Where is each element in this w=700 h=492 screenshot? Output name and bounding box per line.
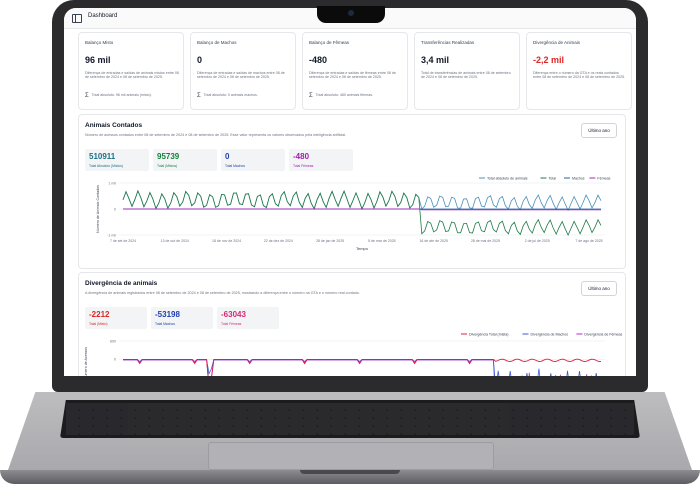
stat-box: -63043 Total Fêmeas (217, 307, 279, 329)
x-tick-label: 22 de dez de 2024 (264, 239, 293, 243)
stat-box: 510911 Total Absoluto (Mistos) (85, 149, 149, 171)
stat-box: 95739 Total (Mistos) (153, 149, 217, 171)
y-axis-label: Número de Animais Contados (96, 185, 100, 233)
kpi-value: 3,4 mil (421, 55, 450, 65)
stat-label: Total Machos (155, 322, 175, 326)
sigma-icon: Σ (309, 93, 313, 99)
sigma-icon: Σ (197, 93, 201, 99)
sigma-icon: Σ (85, 93, 89, 99)
x-tick-label: 28 de jan de 2025 (316, 239, 344, 243)
y-tick-label: 600 (110, 339, 116, 343)
kpi-footer-text: Total absoluto: 96 mil animais (misto). (91, 93, 152, 97)
legend-label: Divergência de Fêmeas (584, 333, 622, 337)
y-tick-label: 0 (114, 207, 116, 211)
kpi-card: Transferências Realizadas 3,4 mil Total de… (414, 32, 520, 110)
stat-value: 0 (225, 152, 230, 161)
card-title: Animais Contados (85, 122, 143, 129)
card-subtitle: A divergência de animais registrados ent… (85, 291, 360, 295)
stat-label: Total (Misto) (89, 322, 108, 326)
kpi-footer-text: Total absoluto: 0 animais machos. (203, 93, 258, 97)
kpi-card: Balanço de Fêmeas -480 Diferença de entrad… (302, 32, 408, 110)
kpi-footer: Σ Total absoluto: 96 mil animais (misto). (85, 93, 152, 99)
stat-value: -480 (293, 152, 310, 161)
kpi-footer-text: Total absoluto: 480 animais fêmeas. (315, 93, 374, 97)
series-line-females (123, 208, 601, 211)
x-tick-label: 7 de ago de 2025 (575, 239, 602, 243)
x-tick-label: 28 de mai de 2025 (471, 239, 500, 243)
card-title: Divergência de animais (85, 280, 158, 287)
x-axis-label: Tempo (356, 246, 369, 251)
stat-box: -53198 Total Machos (151, 307, 213, 329)
x-tick-label: 13 de out de 2024 (161, 239, 189, 243)
legend-label: Total absoluto de animais (487, 177, 528, 181)
stat-value: -2212 (89, 310, 110, 319)
series-line-total (123, 358, 601, 376)
animals-counted-chart: Total absoluto de animais Total Machos Fême… (96, 177, 611, 252)
series-line-absolute (122, 189, 602, 212)
kpi-footer: Σ Total absoluto: 480 animais fêmeas. (309, 93, 373, 99)
animal-divergence-card: Divergência de animais A divergência de … (78, 272, 626, 376)
camera-icon (348, 10, 354, 16)
stat-value: 95739 (157, 152, 180, 161)
kpi-value: -2,2 mil (533, 55, 565, 65)
kpi-description: Diferença de entradas e saídas de fêmeas… (309, 71, 396, 80)
stat-box: -2212 Total (Misto) (85, 307, 147, 329)
period-button[interactable]: Último ano (581, 123, 617, 138)
screen: Dashboard Balanço Misto 96 mil Diferença d… (64, 8, 636, 376)
y-tick-label: -1 mil (107, 233, 116, 237)
kpi-description: Diferença de entradas e saídas de animai… (85, 71, 179, 80)
kpi-title: Balanço de Fêmeas (309, 40, 350, 45)
kpi-card: Divergência de Animais -2,2 mil Diferença … (526, 32, 632, 110)
x-tick-label: 7 de set de 2024 (110, 239, 136, 243)
legend-label: Machos (572, 177, 585, 181)
y-tick-label: 1 mil (108, 181, 116, 185)
sidebar-toggle-icon[interactable] (72, 14, 82, 23)
kpi-card: Balanço Misto 96 mil Diferença de entradas… (78, 32, 184, 110)
legend-label: Divergência de Machos (531, 333, 569, 337)
stat-value: -53198 (155, 310, 180, 319)
legend-label: Divergência Total (mista) (469, 333, 508, 337)
kpi-title: Balanço Misto (85, 40, 114, 45)
kpi-value: 96 mil (85, 55, 111, 65)
card-subtitle: Número de acessos contados entre 08 de s… (85, 133, 347, 137)
kpi-title: Balanço de Machos (197, 40, 237, 45)
kpi-title: Divergência de Animais (533, 40, 581, 45)
app-title: Dashboard (88, 13, 118, 19)
legend-label: Total (549, 177, 557, 181)
kpi-footer: Σ Total absoluto: 0 animais machos. (197, 93, 258, 99)
kpi-value: 0 (197, 55, 203, 65)
kpi-card: Balanço de Machos 0 Diferença de entradas … (190, 32, 296, 110)
x-tick-label: 16 de abr de 2025 (419, 239, 447, 243)
trackpad (208, 442, 494, 470)
legend-label: Fêmeas (597, 177, 610, 181)
divergence-chart: Divergência Total (mista) Divergência de … (84, 333, 623, 376)
kpi-description: Total de transferências de animais entre… (421, 71, 511, 80)
x-tick-label: 5 de mar de 2025 (368, 239, 395, 243)
kpi-description: Diferença entre o número da GTA e os rea… (533, 71, 626, 80)
animals-counted-card: Animais Contados Número de acessos conta… (78, 114, 626, 269)
kpi-description: Diferença de entradas e saídas de machos… (197, 71, 285, 80)
stat-label: Total Absoluto (Mistos) (89, 164, 124, 168)
kpi-title: Transferências Realizadas (421, 40, 475, 45)
stat-label: Total (Mistos) (157, 164, 178, 168)
stat-label: Total Machos (225, 164, 245, 168)
period-button[interactable]: Último ano (581, 281, 617, 296)
x-tick-label: 18 de nov de 2024 (212, 239, 241, 243)
kpi-value: -480 (309, 55, 328, 65)
stat-label: Total Fêmeas (293, 164, 314, 168)
laptop-base (0, 392, 700, 492)
keyboard (60, 400, 640, 438)
stat-box: 0 Total Machos (221, 149, 285, 171)
y-tick-label: 0 (114, 358, 116, 362)
x-tick-label: 2 de jul de 2025 (525, 239, 550, 243)
y-axis-label: Número de Acessos (84, 347, 88, 376)
series-line-total (122, 189, 602, 236)
stat-label: Total Fêmeas (221, 322, 242, 326)
stat-value: -63043 (221, 310, 246, 319)
stat-value: 510911 (89, 152, 116, 161)
stat-box: -480 Total Fêmeas (289, 149, 353, 171)
